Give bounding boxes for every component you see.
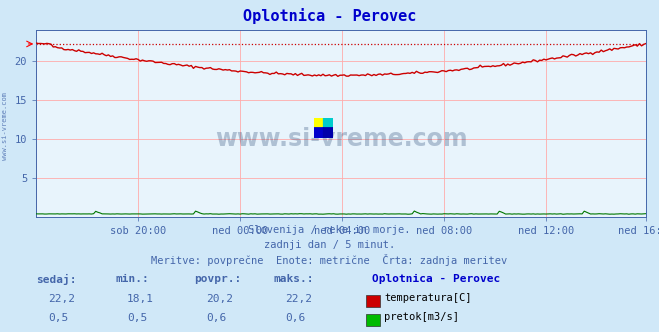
Polygon shape (324, 118, 333, 128)
Polygon shape (314, 118, 324, 128)
Text: 0,6: 0,6 (285, 313, 306, 323)
Text: 0,5: 0,5 (48, 313, 69, 323)
Text: Meritve: povprečne  Enote: metrične  Črta: zadnja meritev: Meritve: povprečne Enote: metrične Črta:… (152, 254, 507, 266)
Polygon shape (314, 118, 324, 128)
Text: min.:: min.: (115, 274, 149, 284)
Text: 22,2: 22,2 (48, 294, 75, 304)
Polygon shape (324, 128, 333, 138)
Text: povpr.:: povpr.: (194, 274, 242, 284)
Text: Slovenija / reke in morje.: Slovenija / reke in morje. (248, 225, 411, 235)
Text: 20,2: 20,2 (206, 294, 233, 304)
Polygon shape (324, 118, 333, 128)
Text: pretok[m3/s]: pretok[m3/s] (384, 312, 459, 322)
Text: www.si-vreme.com: www.si-vreme.com (215, 127, 467, 151)
Text: 22,2: 22,2 (285, 294, 312, 304)
Polygon shape (314, 128, 324, 138)
Text: Oplotnica - Perovec: Oplotnica - Perovec (243, 8, 416, 24)
Text: sedaj:: sedaj: (36, 274, 76, 285)
Text: www.si-vreme.com: www.si-vreme.com (2, 92, 9, 160)
Text: 18,1: 18,1 (127, 294, 154, 304)
Polygon shape (314, 128, 324, 138)
Text: temperatura[C]: temperatura[C] (384, 293, 472, 303)
Text: 0,6: 0,6 (206, 313, 227, 323)
Text: zadnji dan / 5 minut.: zadnji dan / 5 minut. (264, 240, 395, 250)
Polygon shape (324, 128, 333, 138)
Text: maks.:: maks.: (273, 274, 314, 284)
Text: 0,5: 0,5 (127, 313, 148, 323)
Text: Oplotnica - Perovec: Oplotnica - Perovec (372, 274, 501, 284)
